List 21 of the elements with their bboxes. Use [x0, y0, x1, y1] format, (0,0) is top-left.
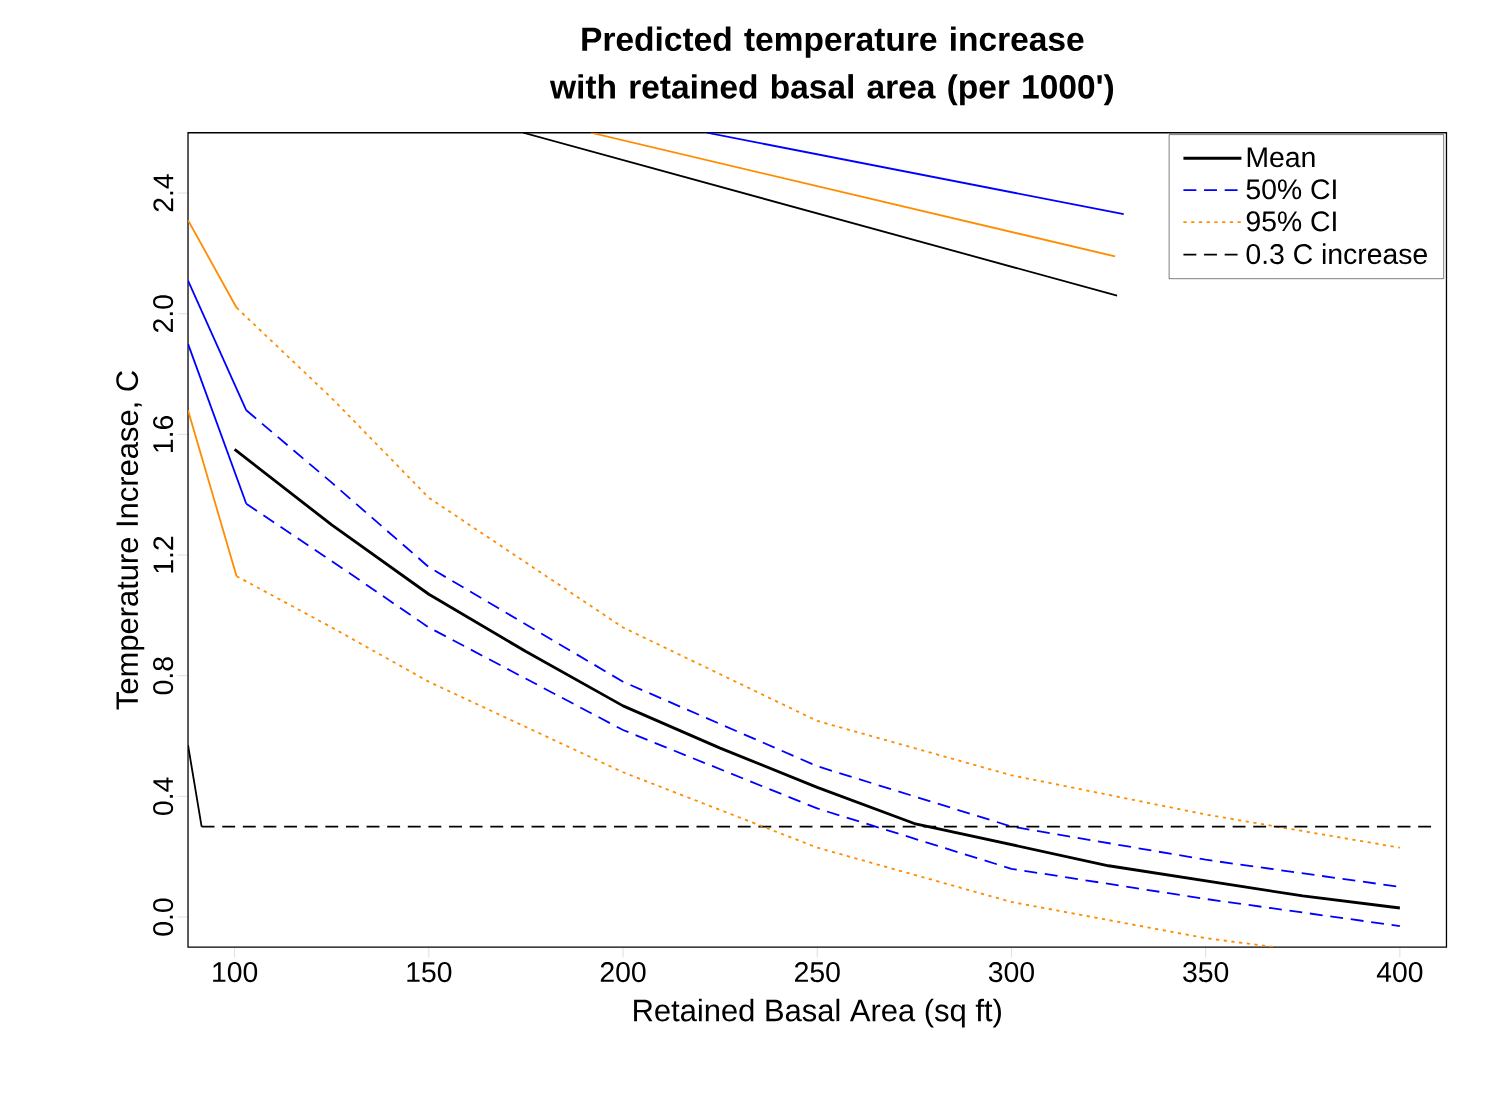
x-tick-label: 200 — [600, 962, 646, 983]
chart-title: Predicted temperature increase with retained basal area (per 1000') — [549, 26, 1114, 106]
x-tick-label: 300 — [988, 962, 1034, 983]
x-tick-label: 350 — [1183, 962, 1229, 983]
x-tick-label: 100 — [213, 962, 258, 983]
y-tick-label: 0.8 — [153, 657, 174, 695]
x-tick-label: 250 — [795, 962, 840, 983]
y-axis-title: Temperature Increase, C — [116, 371, 145, 710]
legend-label: Mean — [1247, 147, 1315, 168]
legend-label: 0.3 C increase — [1246, 243, 1427, 265]
y-tick-label: 0.0 — [153, 898, 174, 936]
x-tick-label: 150 — [407, 962, 452, 983]
y-tick-label: 2.4 — [153, 174, 174, 212]
legend-label: 95% CI — [1246, 211, 1336, 232]
x-axis-title: Retained Basal Area (sq ft) — [634, 998, 1001, 1028]
y-tick-label: 1.2 — [153, 536, 174, 573]
x-tick-label: 400 — [1376, 962, 1423, 983]
y-tick-label: 2.0 — [153, 295, 174, 333]
y-tick-label: 1.6 — [153, 415, 174, 452]
legend-label: 50% CI — [1246, 179, 1336, 200]
y-tick-label: 0.4 — [153, 777, 174, 816]
